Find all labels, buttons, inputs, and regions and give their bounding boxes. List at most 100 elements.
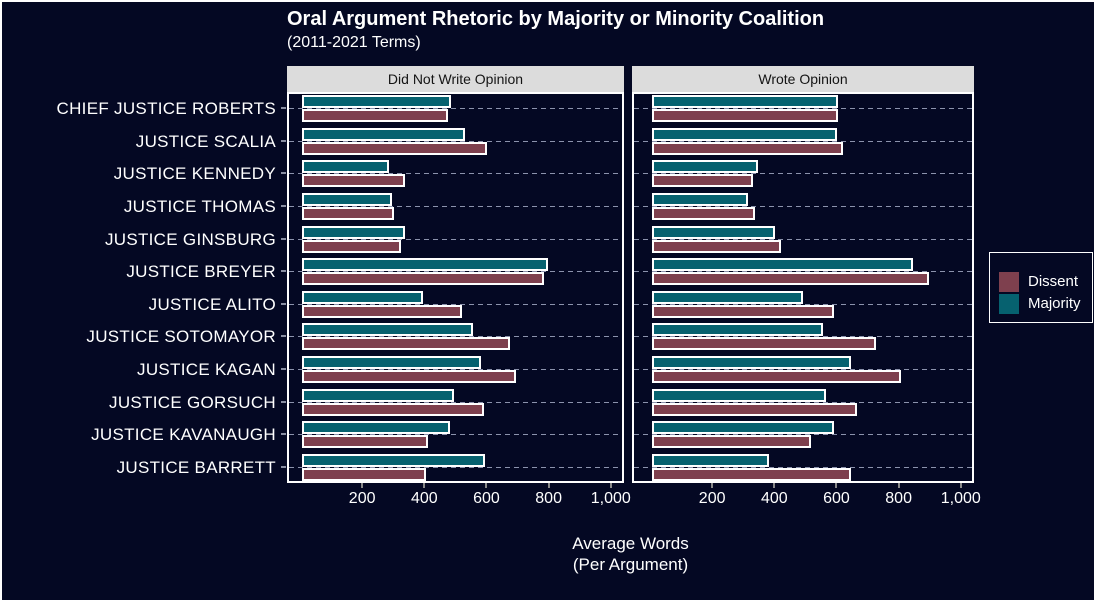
bar-dissent <box>652 402 857 416</box>
bar-dissent <box>302 109 448 123</box>
x-axis-tick-label: 200 <box>348 490 376 507</box>
legend-label-dissent: Dissent <box>1028 273 1079 290</box>
bar-majority <box>652 388 826 402</box>
bar-dissent <box>302 141 487 155</box>
x-axis-title-line2: (Per Argument) <box>572 555 689 574</box>
x-axis-tick <box>609 483 612 488</box>
bar-majority <box>302 160 389 174</box>
bar-majority <box>652 323 823 337</box>
x-axis-tick <box>361 483 364 488</box>
bar-majority <box>302 323 473 337</box>
bar-majority <box>302 355 481 369</box>
facet-strip: Did Not Write Opinion <box>287 66 624 92</box>
legend-swatch-majority <box>999 294 1019 314</box>
x-axis-tick <box>897 483 900 488</box>
bar-dissent <box>302 402 484 416</box>
x-axis-tick <box>959 483 962 488</box>
bar-dissent <box>652 435 811 449</box>
bar-dissent <box>652 239 781 253</box>
bar-dissent <box>302 369 516 383</box>
gridline <box>634 140 972 142</box>
bar-dissent <box>652 141 843 155</box>
bar-dissent <box>302 174 405 188</box>
facet-plot <box>287 92 624 483</box>
bar-majority <box>302 225 405 239</box>
facet-strip: Wrote Opinion <box>632 66 974 92</box>
gridline <box>634 303 972 305</box>
bar-dissent <box>302 467 426 481</box>
bar-majority <box>652 95 838 109</box>
gridline <box>634 336 972 338</box>
gridline <box>634 108 972 110</box>
gridline <box>289 173 622 175</box>
y-axis-tick <box>281 400 286 403</box>
bar-majority <box>302 388 454 402</box>
x-axis-tick-label: 800 <box>885 490 912 507</box>
bar-dissent <box>652 207 755 221</box>
bar-majority <box>652 258 913 272</box>
x-axis-tick <box>835 483 838 488</box>
y-axis-label: JUSTICE GINSBURG <box>104 229 276 249</box>
y-axis-label: JUSTICE KENNEDY <box>113 164 276 184</box>
chart-title: Oral Argument Rhetoric by Majority or Mi… <box>287 8 825 30</box>
x-axis-tick <box>547 483 550 488</box>
gridline <box>289 140 622 142</box>
gridline <box>634 434 972 436</box>
x-axis-tick <box>773 483 776 488</box>
x-axis-title-line1: Average Words <box>572 534 689 553</box>
x-axis-tick <box>711 483 714 488</box>
bar-majority <box>652 193 748 207</box>
legend: Dissent Majority <box>989 252 1093 323</box>
bar-dissent <box>652 272 929 286</box>
chart-subtitle: (2011-2021 Terms) <box>287 34 421 51</box>
bar-dissent <box>652 369 901 383</box>
y-axis-tick <box>281 205 286 208</box>
x-axis-tick-label: 400 <box>760 490 788 507</box>
x-axis-tick-label: 400 <box>410 490 438 507</box>
facet-plot <box>632 92 974 483</box>
gridline <box>289 336 622 338</box>
bar-majority <box>652 160 758 174</box>
y-axis-tick <box>281 237 286 240</box>
gridline <box>289 434 622 436</box>
y-axis-label: JUSTICE BARRETT <box>116 457 276 477</box>
y-axis-tick <box>281 139 286 142</box>
bar-dissent <box>302 435 428 449</box>
bar-dissent <box>652 337 876 351</box>
bar-dissent <box>652 304 834 318</box>
y-axis-tick <box>281 433 286 436</box>
gridline <box>289 271 622 273</box>
bar-dissent <box>652 467 851 481</box>
bar-majority <box>652 290 803 304</box>
gridline <box>289 466 622 468</box>
gridline <box>634 368 972 370</box>
gridline <box>634 271 972 273</box>
bar-majority <box>302 421 450 435</box>
bar-majority <box>652 225 775 239</box>
y-axis-tick <box>281 302 286 305</box>
y-axis-label: JUSTICE SOTOMAYOR <box>86 327 276 347</box>
x-axis-tick <box>485 483 488 488</box>
bar-majority <box>302 127 465 141</box>
x-axis-tick-label: 200 <box>698 490 726 507</box>
bar-majority <box>302 290 423 304</box>
y-axis-label: JUSTICE KAGAN <box>137 359 276 379</box>
x-axis-tick-label: 1,000 <box>590 490 631 507</box>
gridline <box>289 401 622 403</box>
legend-label-majority: Majority <box>1028 295 1081 312</box>
x-axis-tick <box>423 483 426 488</box>
bar-dissent <box>652 109 838 123</box>
y-axis-label: JUSTICE BREYER <box>126 262 276 282</box>
y-axis-label: JUSTICE GORSUCH <box>109 392 276 412</box>
y-axis-label: JUSTICE ALITO <box>148 294 276 314</box>
bar-majority <box>302 258 548 272</box>
bar-majority <box>652 127 837 141</box>
bar-dissent <box>302 304 462 318</box>
bar-majority <box>652 453 769 467</box>
gridline <box>289 368 622 370</box>
bar-majority <box>302 453 485 467</box>
bar-dissent <box>302 337 510 351</box>
bar-majority <box>652 355 851 369</box>
x-axis-tick-label: 600 <box>823 490 850 507</box>
